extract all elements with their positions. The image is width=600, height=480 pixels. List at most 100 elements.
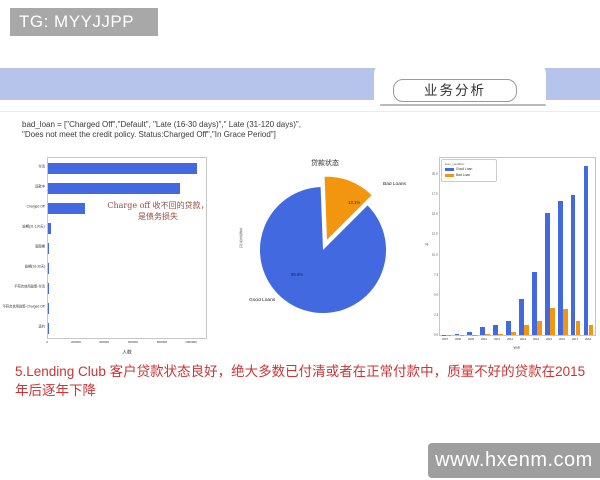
good-loan-bar-2014 — [532, 272, 537, 335]
x-tick-label: 2011 — [494, 338, 501, 341]
y-tick-label: 10.0 — [432, 253, 438, 257]
pie-chart-canvas — [260, 176, 386, 313]
bad-loan-bar-2018 — [588, 325, 594, 335]
y-tick-label: 15.0 — [432, 212, 438, 216]
x-tick-label: 2009 — [468, 338, 475, 341]
pie-slice-good-loans — [260, 187, 386, 313]
x-tick-label: 2014 — [532, 338, 539, 341]
good-loan-bar-2012 — [506, 320, 511, 335]
good-loan-bar-2010 — [480, 326, 485, 335]
bar-8 — [48, 322, 49, 334]
loan-status-pie-chart: 贷款状态 Bad Loans 13.1% 86.9% Good Loans 贷款… — [235, 150, 420, 355]
x-tick-label: 2017 — [571, 338, 578, 341]
y-tick-label: 还款中 — [35, 185, 45, 189]
good-loan-bar-2017 — [570, 195, 576, 335]
bad-loan-bar-2012 — [511, 332, 516, 335]
good-loan-bar-2016 — [557, 200, 563, 335]
pie-pct-bad-loans: 13.1% — [348, 201, 361, 206]
x-tick-label: 2018 — [584, 338, 591, 341]
y-tick-label: 不符合信用政策-付清 — [14, 285, 45, 289]
y-tick-label: Charged Off — [27, 205, 45, 209]
pie-slice-bad-loans — [324, 176, 372, 240]
trend-chart-y-axis-label: % — [425, 243, 429, 247]
x-tick-label: 2008 — [455, 338, 462, 341]
good-loan-bar-2013 — [519, 298, 524, 335]
bar-chart-x-axis-title: 人数 — [122, 350, 132, 356]
loan-trend-bar-chart: loan_condition Good Loan Bad Loan % year… — [424, 148, 600, 360]
telegram-tag: TG: MYYJJPP — [10, 8, 158, 36]
legend-entry-bad-loan: Bad Loan — [445, 173, 493, 179]
x-tick-label: 2012 — [507, 338, 514, 341]
x-tick-label: 2007 — [442, 338, 449, 341]
banner-tab: 业务分析 — [374, 62, 546, 105]
pie-label-good-loans: Good Loans — [249, 298, 276, 303]
bar-6 — [48, 282, 49, 294]
bad-loan-bar-2014 — [537, 321, 542, 335]
bad-loan-bar-2010 — [485, 334, 490, 335]
x-tick-label: 200000 — [70, 341, 81, 344]
y-tick-label: 5.0 — [433, 293, 438, 297]
good-loan-bar-2008 — [454, 334, 460, 335]
x-tick-label: 600000 — [128, 341, 139, 344]
bar-5 — [48, 262, 49, 274]
bad-loan-bar-2017 — [575, 320, 581, 335]
bar-0 — [48, 162, 198, 174]
good-loan-swatch — [445, 168, 454, 172]
loan-status-bar-chart: Charge off 收不回的贷款， 是债务损失 人数 付清还款中 Charged… — [3, 152, 230, 362]
chart-legend: loan_condition Good Loan Bad Loan — [441, 159, 497, 182]
x-tick-label: 2013 — [519, 338, 526, 341]
code-snippet: bad_loan = ["Charged Off","Default", "La… — [22, 120, 442, 140]
legend-label: Good Loan — [456, 167, 473, 172]
x-tick-label: 1000000 — [184, 341, 197, 344]
y-tick-label: 12.5 — [432, 232, 438, 236]
y-tick-label: 逾期(16-30天) — [24, 265, 45, 269]
legend-entry-good-loan: Good Loan — [445, 167, 493, 173]
y-tick-label: 20.0 — [432, 172, 438, 176]
pie-chart-y-axis-label: 贷款状态占比 — [238, 228, 242, 248]
bar-2 — [48, 202, 86, 214]
charge-off-annotation: Charge off 收不回的贷款， 是债务损失 — [88, 200, 228, 222]
bad-loan-swatch — [445, 174, 454, 178]
conclusion-caption: 5.Lending Club 客户贷款状态良好，绝大多数已付清或者在正常付款中，… — [15, 364, 586, 398]
good-loan-bar-2015 — [544, 212, 550, 335]
y-tick-label: 0.0 — [433, 333, 438, 337]
pie-label-bad-loans: Bad Loans — [383, 182, 406, 187]
good-loan-bar-2018 — [583, 166, 589, 335]
bar-4 — [48, 242, 50, 254]
y-tick-label: 宽限期 — [35, 245, 45, 249]
legend-label: Bad Loan — [456, 173, 471, 178]
trend-chart-x-axis-title: year — [513, 346, 521, 350]
y-tick-label: 付清 — [38, 165, 45, 169]
legend-title: loan_condition — [445, 162, 465, 166]
x-tick-label: 400000 — [99, 341, 110, 344]
code-line-1: bad_loan = ["Charged Off","Default", "La… — [22, 120, 301, 129]
good-loan-bar-2011 — [493, 324, 498, 335]
y-tick-label: 违约 — [38, 325, 45, 329]
annotation-line: Charge off 收不回的贷款， — [107, 201, 209, 210]
y-tick-label: 2.5 — [433, 313, 438, 317]
banner-underline — [380, 104, 546, 106]
bar-7 — [48, 302, 49, 314]
bad-loan-bar-2015 — [549, 308, 555, 335]
watermark: www.hxenm.com — [428, 443, 600, 478]
x-tick-label: 2016 — [558, 338, 565, 341]
x-tick-label: 2010 — [481, 338, 488, 341]
y-tick-label: 逾期(31-120天) — [22, 225, 45, 229]
pie-chart-title: 贷款状态 — [311, 160, 339, 167]
pie-pct-good-loans: 86.9% — [291, 273, 304, 278]
y-tick-label: 17.5 — [432, 192, 438, 196]
x-tick-label: 800000 — [156, 341, 167, 344]
x-tick-label: 0 — [46, 341, 48, 344]
trend-chart-plot-area — [439, 157, 596, 336]
bar-1 — [48, 182, 181, 194]
section-divider — [0, 111, 600, 112]
y-tick-label: 7.5 — [433, 273, 438, 277]
bad-loan-bar-2011 — [498, 333, 503, 335]
bar-3 — [48, 222, 52, 234]
annotation-line: 是债务损失 — [138, 212, 178, 221]
bad-loan-bar-2016 — [562, 309, 568, 335]
y-tick-label: 不符合信用政策-Charged Off — [2, 305, 45, 309]
good-loan-bar-2009 — [467, 332, 473, 335]
section-title: 业务分析 — [393, 79, 517, 102]
